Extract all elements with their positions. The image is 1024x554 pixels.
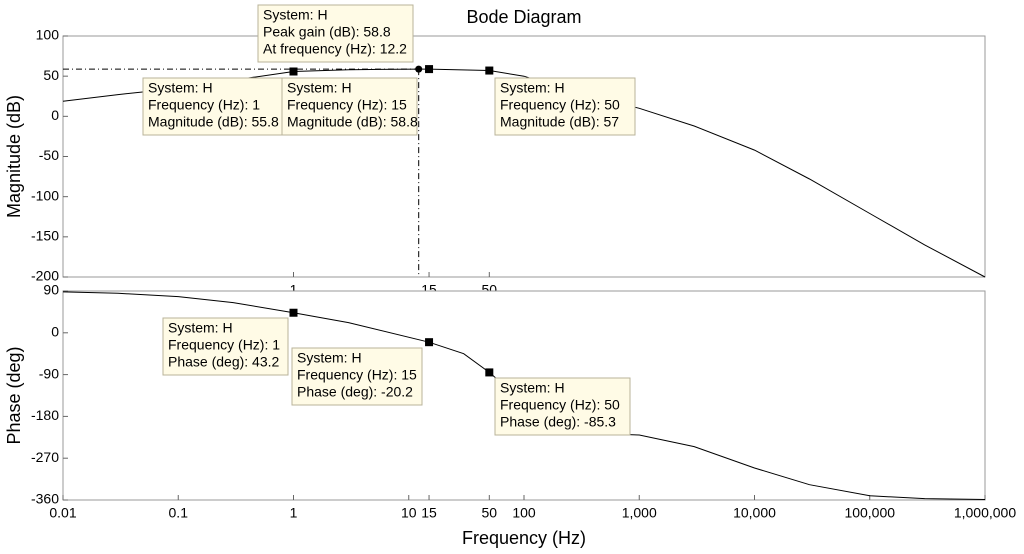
y-tick-label: -150 <box>31 228 59 244</box>
datatip-text: Magnitude (dB): 58.8 <box>287 114 418 130</box>
datatip-text: Magnitude (dB): 55.8 <box>148 114 279 130</box>
datatip-marker <box>425 65 434 74</box>
datatip-text: System: H <box>500 80 565 96</box>
datatip-marker <box>485 368 494 377</box>
datatip-box <box>494 77 636 136</box>
datatip-box <box>494 377 631 436</box>
datatip-box <box>162 317 289 376</box>
y-tick-label: -90 <box>39 365 59 381</box>
peak-marker <box>415 65 423 73</box>
datatip-text: Phase (deg): -20.2 <box>297 384 413 400</box>
y-tick-label: 0 <box>51 107 59 123</box>
y-tick-label: -270 <box>31 449 59 465</box>
x-tick-label: 1 <box>290 505 298 521</box>
datatip-marker <box>485 66 494 75</box>
datatip-text: Frequency (Hz): 15 <box>287 97 407 113</box>
datatip-text: System: H <box>263 7 328 23</box>
y-tick-label: -200 <box>31 268 59 284</box>
y-tick-label: -180 <box>31 407 59 423</box>
datatip-marker <box>289 67 298 76</box>
x-tick-label: 0.01 <box>49 505 76 521</box>
datatip-text: System: H <box>500 380 565 396</box>
datatip-marker <box>289 308 298 317</box>
datatip-text: System: H <box>287 80 352 96</box>
datatip-marker <box>425 338 434 347</box>
datatip-text: Phase (deg): 43.2 <box>168 354 280 370</box>
x-tick-label: 100 <box>512 505 536 521</box>
x-tick-label: 1 <box>290 282 298 298</box>
datatip-text: Frequency (Hz): 50 <box>500 397 620 413</box>
x-axis-label: Frequency (Hz) <box>462 528 586 548</box>
plot-area <box>62 35 986 278</box>
datatip-text: System: H <box>168 320 233 336</box>
datatip-text: At frequency (Hz): 12.2 <box>263 41 407 57</box>
y-tick-label: 90 <box>43 282 59 298</box>
x-tick-label: 100,000 <box>844 505 895 521</box>
x-tick-label: 1,000 <box>622 505 657 521</box>
x-tick-label: 1,000,000 <box>954 505 1016 521</box>
x-tick-label: 50 <box>482 505 498 521</box>
y-tick-label: 0 <box>51 324 59 340</box>
y-tick-label: -360 <box>31 491 59 507</box>
x-tick-label: 10 <box>401 505 417 521</box>
datatip-text: Frequency (Hz): 1 <box>148 97 260 113</box>
y-tick-label: 50 <box>43 67 59 83</box>
datatip-box <box>281 77 418 136</box>
x-tick-label: 10,000 <box>733 505 776 521</box>
datatip-text: Frequency (Hz): 1 <box>168 337 280 353</box>
datatip-box <box>291 347 423 406</box>
datatip-box <box>257 4 414 63</box>
y-axis-label: Phase (deg) <box>4 346 24 444</box>
y-axis-label: Magnitude (dB) <box>4 95 24 218</box>
datatip-text: Frequency (Hz): 50 <box>500 97 620 113</box>
datatip-text: System: H <box>148 80 213 96</box>
x-tick-label: 0.1 <box>169 505 189 521</box>
chart-title: Bode Diagram <box>466 7 581 27</box>
datatip-text: Peak gain (dB): 58.8 <box>263 24 391 40</box>
datatip-text: Phase (deg): -85.3 <box>500 414 616 430</box>
y-tick-label: -100 <box>31 187 59 203</box>
datatip-text: System: H <box>297 350 362 366</box>
x-tick-label: 15 <box>421 505 437 521</box>
y-tick-label: -50 <box>39 147 59 163</box>
datatip-text: Magnitude (dB): 57 <box>500 114 619 130</box>
datatip-text: Frequency (Hz): 15 <box>297 367 417 383</box>
y-tick-label: 100 <box>36 27 60 43</box>
